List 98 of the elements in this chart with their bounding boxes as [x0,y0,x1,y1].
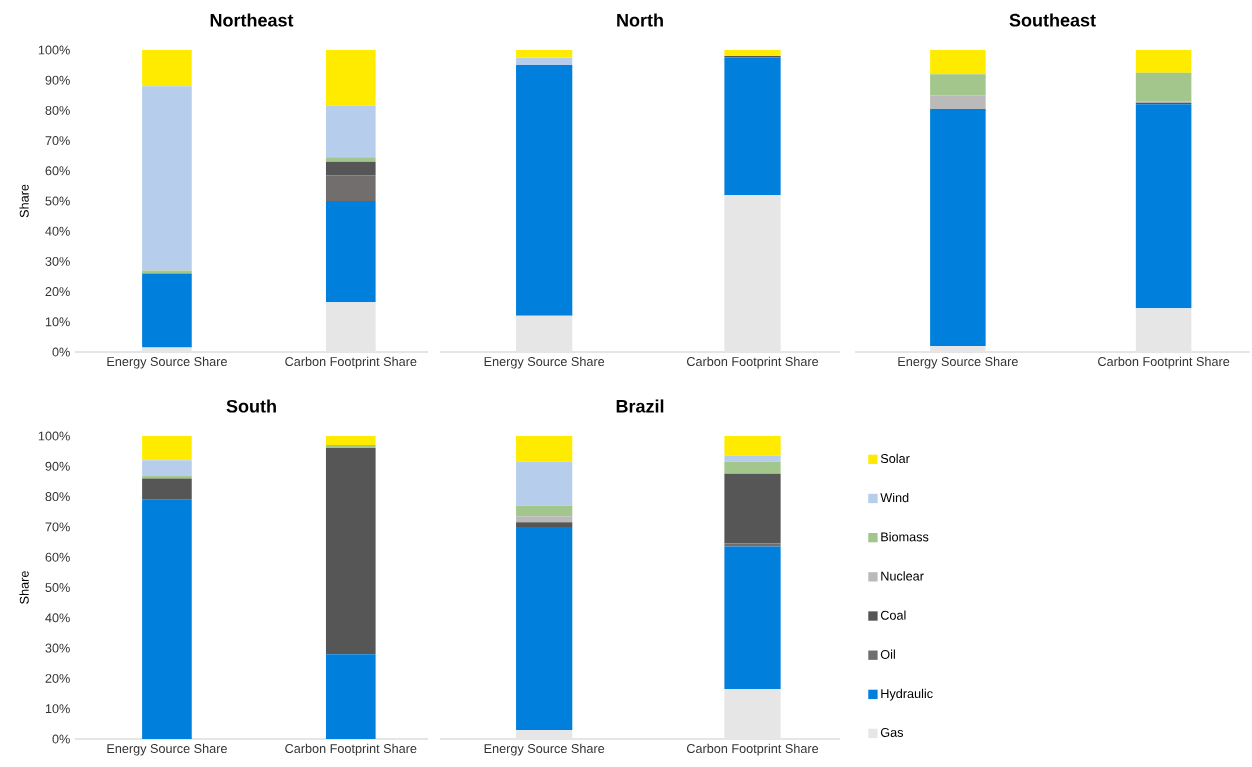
x-tick-label: Carbon Footprint Share [285,356,417,369]
bar [142,273,192,348]
chart-title: Brazil [616,399,664,413]
bar [516,57,573,66]
y-tick-label: 100% [38,431,70,441]
bar [724,461,781,474]
bar [325,302,376,352]
bar [724,473,781,544]
y-tick-label: 60% [45,166,70,176]
bar [1135,308,1192,352]
x-tick-label: Energy Source Share [107,356,227,369]
y-tick-label: 0% [52,347,70,357]
y-axis-title: Share [19,184,29,218]
y-tick-label: 80% [45,492,70,502]
legend-label: Oil [880,649,895,659]
bar [930,95,986,109]
x-tick-label: Carbon Footprint Share [686,743,819,756]
y-tick-label: 0% [52,734,70,744]
bar [325,445,376,449]
bar [516,49,573,58]
legend-label: Coal [880,610,906,620]
bar [724,57,781,195]
bar [724,546,781,689]
y-tick-label: 10% [45,704,70,714]
x-tick-label: Carbon Footprint Share [285,743,417,756]
bar [516,522,573,527]
y-tick-label: 60% [45,552,70,562]
y-tick-label: 100% [38,45,70,55]
bar [930,74,986,96]
bar [516,461,573,506]
bar [516,526,573,730]
bar [325,654,376,739]
chart-title: Southeast [1009,13,1096,27]
y-tick-label: 30% [45,256,70,266]
y-axis-title: Share [19,571,29,604]
bar [325,448,376,655]
bar [325,105,376,158]
bar [516,516,573,523]
bar [1135,72,1192,102]
y-tick-label: 90% [45,461,70,471]
bar [516,435,573,462]
legend-label: Solar [880,453,910,464]
y-tick-label: 90% [45,75,70,85]
y-tick-label: 40% [45,226,70,236]
bar [325,157,376,162]
bar [1135,104,1192,309]
bar [142,270,192,274]
bar [724,49,781,57]
legend-label: Hydraulic [881,688,933,701]
bar [724,194,781,352]
bar [325,200,376,303]
bar [142,499,192,739]
bar [325,175,376,201]
y-tick-label: 70% [45,136,70,146]
y-tick-label: 50% [45,583,70,592]
bar [724,435,781,456]
y-tick-label: 70% [45,522,70,532]
bar [724,455,781,462]
bar [325,435,376,446]
bar [516,729,573,739]
y-tick-label: 50% [45,196,70,206]
legend-label: Gas [880,727,904,737]
bar [142,435,192,461]
y-tick-label: 80% [45,105,70,115]
bar [142,475,192,479]
chart-title: Northeast [210,13,294,27]
bar [930,108,986,346]
y-tick-label: 20% [45,673,70,683]
legend-label: Nuclear [881,571,924,581]
x-tick-label: Energy Source Share [898,356,1018,369]
bar [142,347,192,352]
bar [516,65,573,316]
bar [516,315,573,352]
y-tick-label: 30% [45,643,70,653]
bar [142,478,192,500]
bar [142,86,192,271]
x-tick-label: Energy Source Share [107,743,227,756]
chart-title: South [226,399,276,413]
legend-label: Wind [880,492,909,503]
legend-label: Biomass [881,532,929,542]
x-tick-label: Carbon Footprint Share [1098,356,1230,369]
bar [142,49,192,87]
bar [724,689,781,739]
chart-title: North [617,13,663,27]
bar [142,460,192,476]
bar [930,49,986,75]
y-tick-label: 40% [45,613,70,623]
bar [930,345,986,352]
x-tick-label: Energy Source Share [484,743,605,756]
bar [325,161,376,176]
bar [516,505,573,517]
x-tick-label: Carbon Footprint Share [686,356,819,369]
y-tick-label: 20% [45,287,70,297]
y-tick-label: 10% [45,317,70,327]
bar [1135,49,1192,73]
bar [724,543,781,547]
bar [325,49,376,106]
x-tick-label: Energy Source Share [484,356,605,369]
